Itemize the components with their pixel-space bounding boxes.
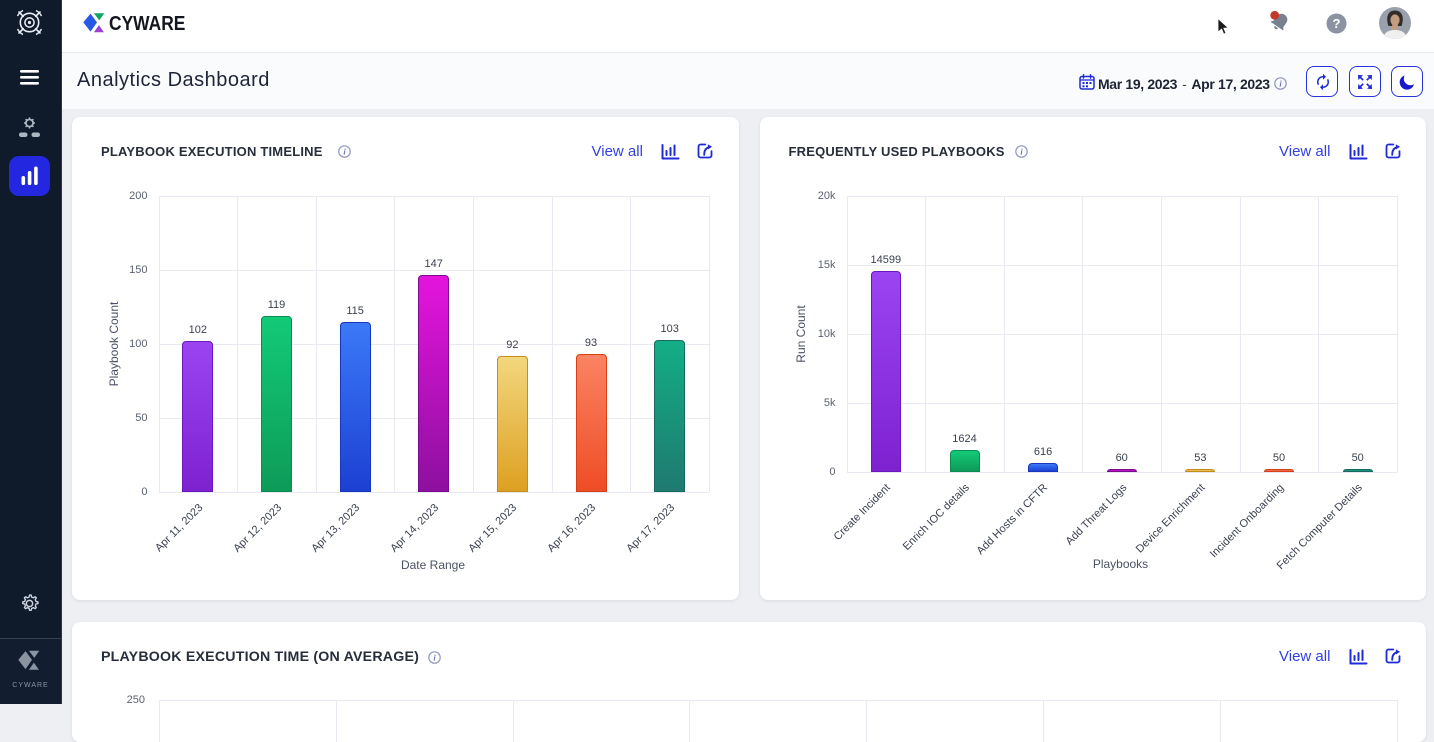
svg-text:i: i [1279,79,1282,89]
svg-text:i: i [343,147,346,157]
svg-text:i: i [433,652,436,662]
svg-text:?: ? [1333,16,1341,31]
svg-text:i: i [1020,147,1023,157]
